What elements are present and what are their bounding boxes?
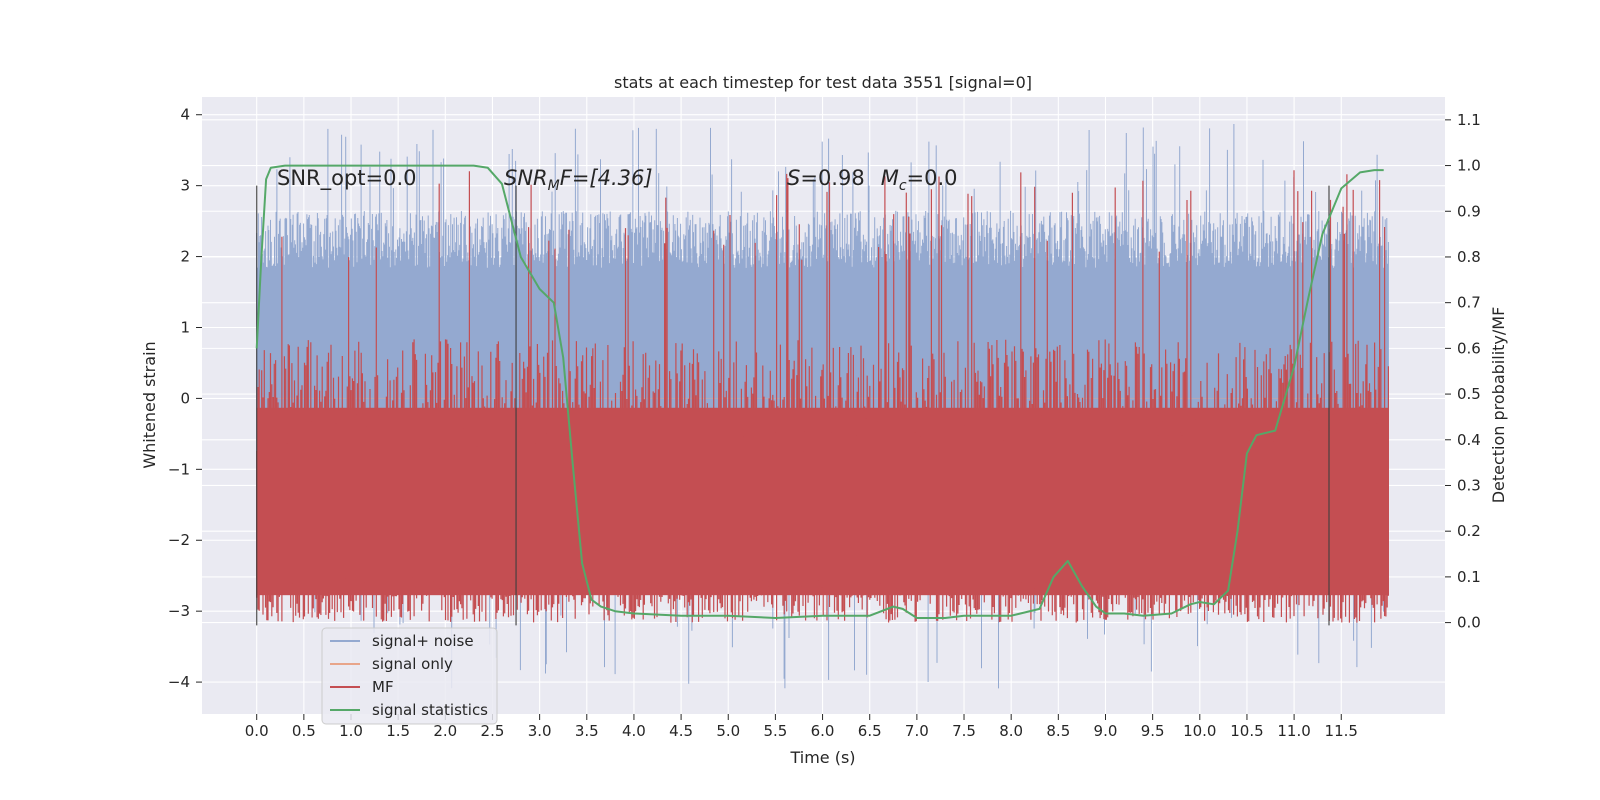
x-tick-label-9: 4.5 xyxy=(669,722,693,740)
x-tick-label-13: 6.5 xyxy=(858,722,882,740)
y-right-tick-label-6: 0.5 xyxy=(1457,385,1481,403)
annotation-mc-main: M xyxy=(881,166,899,190)
annotation-snr-opt: SNR_opt=0.0 xyxy=(277,166,417,191)
y-left-tick-label-8: −4 xyxy=(168,673,190,691)
series-mf xyxy=(256,170,1389,623)
y-right-tick-label-0: 1.1 xyxy=(1457,111,1481,129)
annotation-s-label: S xyxy=(787,166,800,190)
x-tick-label-1: 0.5 xyxy=(292,722,316,740)
x-tick-label-21: 10.5 xyxy=(1230,722,1263,740)
annotation-mc-sub: c xyxy=(899,178,907,194)
y-right-tick-label-7: 0.4 xyxy=(1457,431,1481,449)
annotation-snr-mf-main: SNR xyxy=(504,166,548,190)
legend-box xyxy=(321,627,498,725)
x-tick-label-16: 8.0 xyxy=(999,722,1023,740)
y-right-tick-label-3: 0.8 xyxy=(1457,248,1481,266)
y-left-tick-label-7: −3 xyxy=(168,602,190,620)
x-tick-label-23: 11.5 xyxy=(1325,722,1358,740)
legend-label-mf: MF xyxy=(372,678,394,696)
annotation-snr-mf-rest: F=[4.36] xyxy=(560,166,653,190)
series-signal-statistics xyxy=(255,164,1384,619)
y-left-tick-label-4: 0 xyxy=(180,389,190,407)
x-tick-label-10: 5.0 xyxy=(716,722,740,740)
annotation-mc-value: =0.0 xyxy=(907,166,958,190)
x-tick-label-4: 2.0 xyxy=(433,722,457,740)
x-tick-label-7: 3.5 xyxy=(575,722,599,740)
vertical-markers xyxy=(256,185,1330,626)
x-axis-label: Time (s) xyxy=(789,748,855,767)
y-left-axis-ticks: 4 3 2 1 0 −1 −2 −3 −4 xyxy=(168,106,202,691)
x-tick-label-20: 10.0 xyxy=(1183,722,1216,740)
y-left-tick-label-0: 4 xyxy=(180,106,190,124)
y-left-tick-label-3: 1 xyxy=(180,318,190,336)
annotation-snr-mf: SNRMF=[4.36] xyxy=(504,166,653,194)
annotation-s-value: =0.98 xyxy=(800,166,864,190)
y-left-axis-label: Whitened strain xyxy=(140,341,159,468)
x-tick-label-8: 4.0 xyxy=(622,722,646,740)
legend: signal+ noise signal only MF signal stat… xyxy=(321,627,498,725)
chart-title: stats at each timestep for test data 355… xyxy=(614,73,1032,92)
x-tick-label-2: 1.0 xyxy=(339,722,363,740)
legend-label-signal-only: signal only xyxy=(372,655,453,673)
signal-statistics-line xyxy=(255,164,1384,619)
x-tick-label-12: 6.0 xyxy=(811,722,835,740)
annotation-snr-mf-sub: M xyxy=(548,178,560,194)
y-left-tick-label-6: −2 xyxy=(168,531,190,549)
x-tick-label-19: 9.5 xyxy=(1141,722,1165,740)
y-right-tick-label-2: 0.9 xyxy=(1457,202,1481,220)
x-tick-label-0: 0.0 xyxy=(245,722,269,740)
x-tick-label-11: 5.5 xyxy=(763,722,787,740)
y-right-tick-label-10: 0.1 xyxy=(1457,568,1481,586)
y-left-tick-label-5: −1 xyxy=(168,460,190,478)
legend-label-signal-noise: signal+ noise xyxy=(372,632,474,650)
y-right-tick-label-8: 0.3 xyxy=(1457,476,1481,494)
x-tick-label-3: 1.5 xyxy=(386,722,410,740)
y-right-tick-label-11: 0.0 xyxy=(1457,614,1481,632)
y-right-tick-label-4: 0.7 xyxy=(1457,294,1481,312)
x-tick-label-18: 9.0 xyxy=(1094,722,1118,740)
y-left-tick-label-2: 2 xyxy=(180,248,190,266)
y-right-tick-label-5: 0.6 xyxy=(1457,339,1481,357)
y-right-axis-ticks: 1.1 1.0 0.9 0.8 0.7 0.6 0.5 0.4 0.3 0.2 0.1 0.0 xyxy=(1445,111,1481,632)
y-right-axis-label: Detection probability/MF xyxy=(1489,307,1508,504)
y-left-tick-label-1: 3 xyxy=(180,177,190,195)
x-tick-label-5: 2.5 xyxy=(481,722,505,740)
x-tick-label-17: 8.5 xyxy=(1046,722,1070,740)
x-tick-label-6: 3.0 xyxy=(528,722,552,740)
x-tick-label-15: 7.5 xyxy=(952,722,976,740)
annotation-s-mc: S=0.98 Mc=0.0 xyxy=(787,166,958,194)
y-right-tick-label-1: 1.0 xyxy=(1457,157,1481,175)
x-tick-label-14: 7.0 xyxy=(905,722,929,740)
legend-label-signal-statistics: signal statistics xyxy=(372,701,488,719)
x-tick-label-22: 11.0 xyxy=(1277,722,1310,740)
y-right-tick-label-9: 0.2 xyxy=(1457,522,1481,540)
x-axis-ticks: 0.0 0.5 1.0 1.5 2.0 2.5 3.0 3.5 4.0 4.5 5.0 5.5 6.0 6… xyxy=(245,714,1358,740)
